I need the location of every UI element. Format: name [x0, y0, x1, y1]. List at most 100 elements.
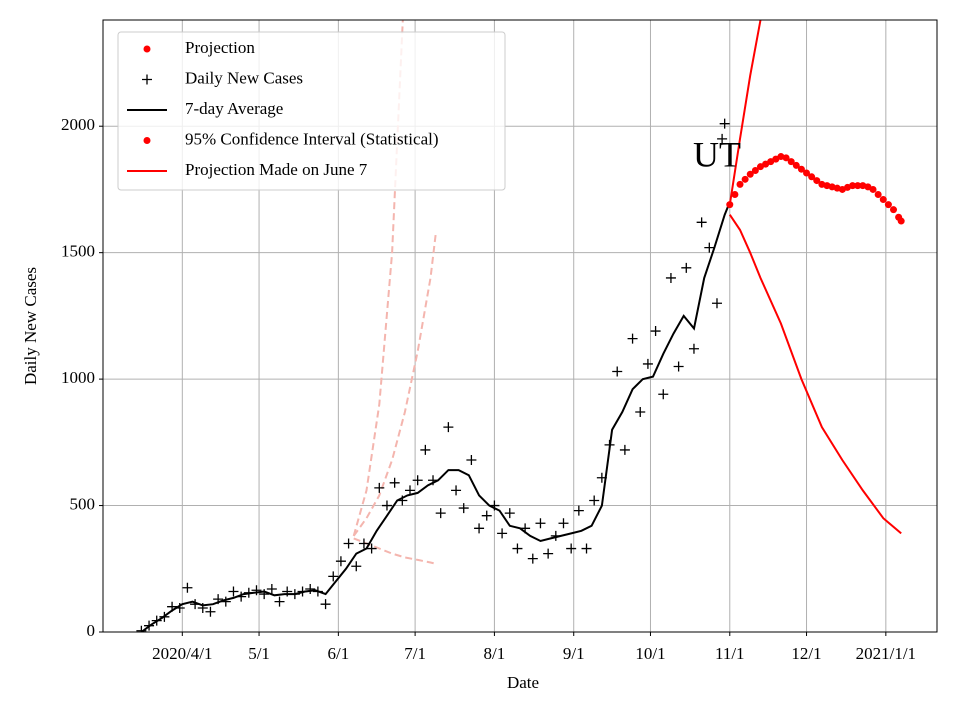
- case-point: [489, 500, 500, 511]
- legend-label: Daily New Cases: [185, 68, 303, 87]
- case-point: [228, 586, 239, 597]
- case-point: [182, 582, 193, 593]
- case-point: [466, 455, 477, 466]
- case-point: [282, 586, 293, 597]
- plot-frame: [102, 19, 938, 633]
- projection-point: [869, 185, 877, 193]
- case-point: [144, 620, 155, 631]
- y-tick-label: 500: [70, 494, 96, 513]
- case-point: [174, 602, 185, 613]
- annotation: UT: [693, 134, 741, 174]
- axes: 0 500 1000 1500 2000 2020/4/1 5/1 6/1 7/1 8/1 9/1 1…: [61, 115, 916, 663]
- case-point: [543, 548, 554, 559]
- case-point: [612, 366, 623, 377]
- case-point: [566, 543, 577, 554]
- legend-box: [117, 31, 506, 191]
- case-point: [335, 556, 346, 567]
- case-point: [550, 530, 561, 541]
- legend-label: 95% Confidence Interval (Statistical): [185, 129, 439, 148]
- projection-point: [884, 201, 892, 209]
- case-point: [236, 591, 247, 602]
- x-tick-label: 12/1: [791, 644, 821, 663]
- case-point: [458, 503, 469, 514]
- case-point: [688, 343, 699, 354]
- case-point: [535, 518, 546, 529]
- case-point: [504, 508, 515, 519]
- x-tick-label: 5/1: [248, 644, 270, 663]
- x-tick-label: 9/1: [563, 644, 585, 663]
- projection-point: [897, 217, 905, 225]
- case-point: [312, 586, 323, 597]
- case-point: [635, 406, 646, 417]
- plot-area: [136, 20, 905, 632]
- case-point: [136, 625, 147, 632]
- case-point: [320, 599, 331, 610]
- x-tick-label: 11/1: [715, 644, 745, 663]
- case-point: [711, 298, 722, 309]
- x-axis-label: Date: [507, 673, 539, 692]
- projection-point: [854, 182, 862, 190]
- case-point: [696, 217, 707, 228]
- legend-label: Projection: [185, 38, 255, 57]
- projection-point: [746, 170, 754, 178]
- projection-point: [751, 166, 759, 174]
- projection-point: [874, 190, 882, 198]
- case-point: [374, 482, 385, 493]
- case-point: [650, 326, 661, 337]
- case-point: [435, 508, 446, 519]
- projection-point: [792, 161, 800, 169]
- legend-marker: [142, 74, 152, 85]
- ci-lower: [728, 214, 902, 535]
- x-tick-label: 8/1: [484, 644, 506, 663]
- case-point: [527, 553, 538, 564]
- x-tick-label: 6/1: [327, 644, 349, 663]
- average-line: [140, 201, 731, 632]
- case-point: [381, 500, 392, 511]
- projection-point: [787, 158, 795, 166]
- case-point: [274, 596, 285, 607]
- case-point: [573, 505, 584, 516]
- case-point: [627, 333, 638, 344]
- x-tick-label: 10/1: [635, 644, 665, 663]
- case-point: [619, 444, 630, 455]
- x-tick-label: 2021/1/1: [856, 644, 916, 663]
- case-point: [474, 523, 485, 534]
- case-point: [412, 475, 423, 486]
- legend-label: Projection Made on June 7: [185, 160, 368, 179]
- case-point: [497, 528, 508, 539]
- case-point: [443, 422, 454, 433]
- case-point: [717, 133, 728, 144]
- legend: Projection Daily New Cases 7-day Average 95…: [117, 31, 506, 191]
- case-point: [205, 606, 216, 617]
- projection-point: [849, 182, 857, 190]
- case-point: [673, 361, 684, 372]
- case-point: [558, 518, 569, 529]
- case-point: [428, 475, 439, 486]
- case-point: [366, 543, 377, 554]
- case-point: [266, 584, 277, 595]
- case-point: [159, 611, 170, 622]
- projection-point: [797, 165, 805, 173]
- y-tick-label: 1000: [61, 368, 95, 387]
- y-tick-label: 2000: [61, 115, 95, 134]
- case-point: [251, 585, 262, 596]
- case-point: [719, 118, 730, 129]
- case-point: [197, 602, 208, 613]
- legend-marker: [143, 137, 151, 144]
- x-tick-label: 2020/4/1: [152, 644, 212, 663]
- ci-upper: [728, 20, 762, 205]
- legend-label: 7-day Average: [185, 99, 283, 118]
- case-point: [190, 599, 201, 610]
- case-point: [167, 601, 178, 612]
- x-tick-label: 7/1: [404, 644, 426, 663]
- case-point: [596, 472, 607, 483]
- legend-marker: [143, 45, 151, 53]
- case-point: [343, 538, 354, 549]
- case-point: [704, 242, 715, 253]
- projection-point: [782, 154, 790, 162]
- case-point: [451, 485, 462, 496]
- projection-point: [803, 169, 811, 177]
- case-point: [520, 523, 531, 534]
- y-axis-label: Daily New Cases: [21, 267, 40, 385]
